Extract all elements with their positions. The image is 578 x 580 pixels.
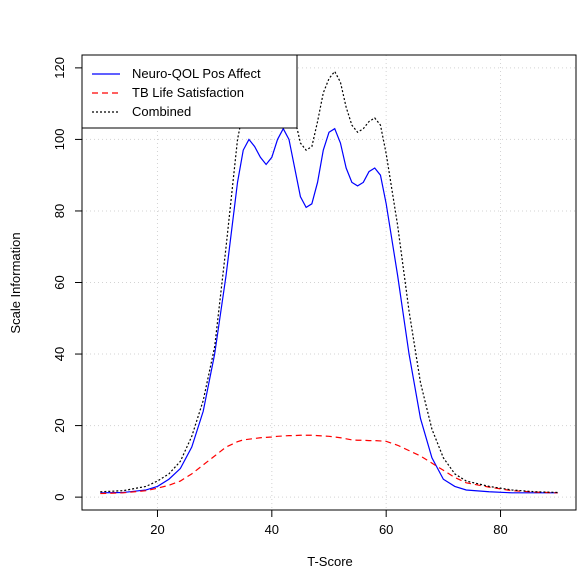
legend: Neuro-QOL Pos Affect TB Life Satisfaction… xyxy=(81,54,298,129)
x-axis-label: T-Score xyxy=(307,554,353,569)
y-tick-label: 120 xyxy=(52,57,67,79)
x-tick-label: 40 xyxy=(265,522,279,537)
legend-label: TB Life Satisfaction xyxy=(132,85,244,100)
legend-label: Combined xyxy=(132,104,191,119)
y-tick-label: 100 xyxy=(52,129,67,151)
legend-box xyxy=(81,54,298,129)
y-tick-label: 60 xyxy=(52,275,67,289)
x-tick-label: 60 xyxy=(379,522,393,537)
plot-frame xyxy=(81,54,577,511)
y-tick-label: 80 xyxy=(52,204,67,218)
y-tick-label: 0 xyxy=(52,494,67,501)
legend-label: Neuro-QOL Pos Affect xyxy=(132,66,261,81)
y-axis-label: Scale Information xyxy=(8,232,23,333)
y-tick-label: 20 xyxy=(52,418,67,432)
series-line xyxy=(100,434,558,495)
x-tick-label: 20 xyxy=(150,522,164,537)
series-line xyxy=(100,127,558,494)
series-line xyxy=(100,70,558,494)
x-tick-label: 80 xyxy=(493,522,507,537)
y-tick-label: 40 xyxy=(52,347,67,361)
